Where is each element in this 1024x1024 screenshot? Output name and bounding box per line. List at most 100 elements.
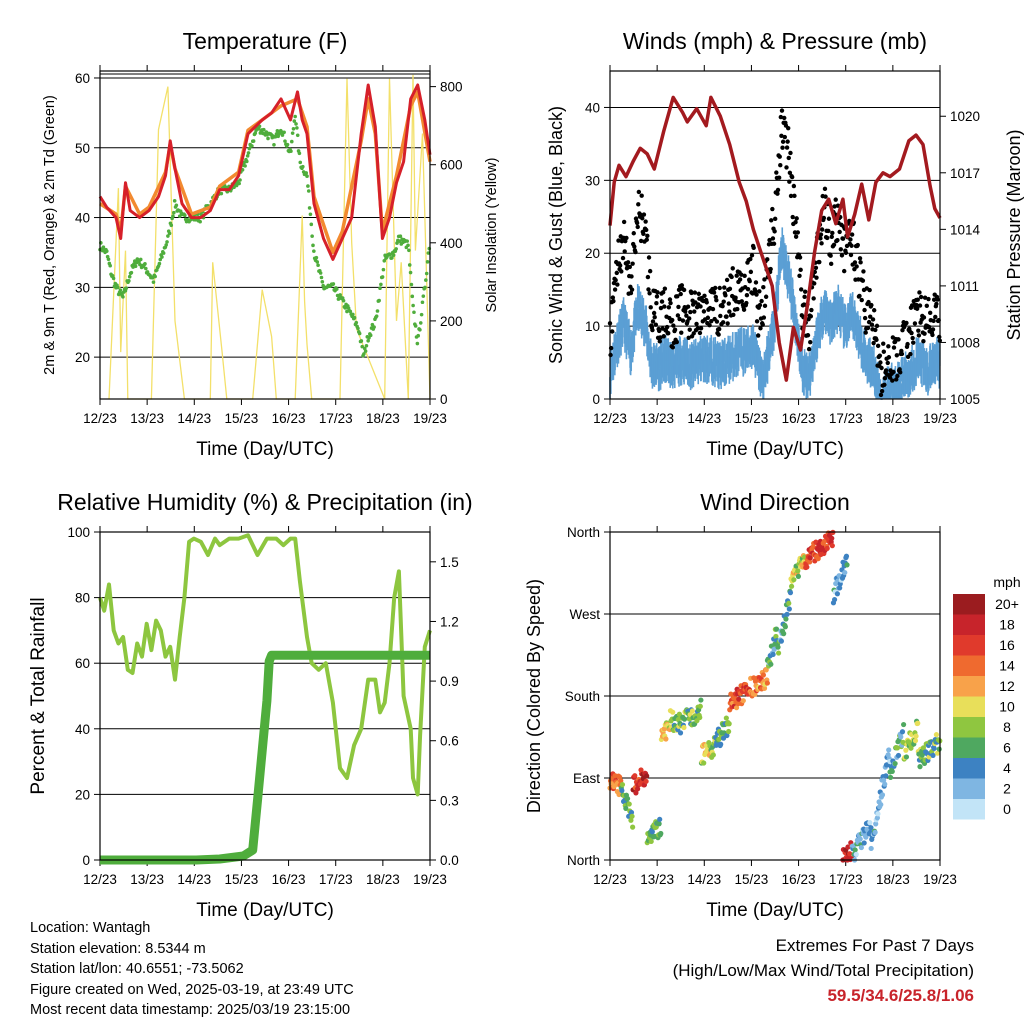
dewpoint-point (405, 239, 409, 243)
dewpoint-point (108, 263, 112, 268)
dewpoint-point (247, 146, 252, 151)
sustained-mark (724, 337, 726, 360)
gust-point (697, 330, 703, 336)
dewpoint-point (418, 321, 423, 325)
gust-point (778, 114, 784, 120)
dewpoint-point (144, 266, 148, 271)
direction-point (834, 591, 841, 597)
dewpoint-point (307, 206, 312, 210)
sustained-mark (688, 364, 691, 387)
direction-point (740, 698, 746, 704)
dewpoint-point (315, 260, 320, 264)
direction-point (689, 708, 696, 714)
gust-point (689, 290, 694, 296)
direction-point (858, 844, 864, 851)
gust-point (651, 310, 657, 316)
gust-point (784, 145, 790, 150)
direction-point (915, 720, 921, 726)
direction-point (718, 741, 724, 747)
gust-point (871, 308, 877, 313)
dewpoint-point (359, 339, 364, 343)
dewpoint-point (357, 331, 362, 336)
dewpoint-point (360, 344, 365, 349)
gust-point (826, 216, 832, 221)
direction-point (733, 705, 740, 711)
dewpoint-point (397, 239, 402, 243)
gust-point (652, 315, 657, 320)
location-text: Location: Wantagh (30, 920, 151, 936)
sustained-mark (900, 383, 902, 399)
dewpoint-point (282, 130, 286, 135)
sustained-mark (766, 361, 769, 384)
gust-point (748, 269, 754, 275)
dewpoint-point (426, 251, 431, 255)
gust-point (640, 216, 645, 221)
dewpoint-point (306, 189, 311, 193)
sustained-mark (926, 352, 929, 375)
direction-point (677, 730, 684, 736)
sustained-mark (813, 347, 816, 370)
gust-point (867, 287, 872, 293)
sustained-mark (868, 338, 870, 361)
sustained-mark (839, 296, 842, 319)
winds-xtick-label: 16/23 (782, 411, 816, 426)
gust-point (710, 306, 716, 312)
gust-point (632, 244, 637, 249)
gust-point (751, 245, 756, 251)
direction-y-tick-label: North (567, 853, 600, 868)
dewpoint-point (425, 260, 430, 264)
extremes-box: Extremes For Past 7 Days (High/Low/Max W… (673, 933, 974, 1008)
sustained-mark (754, 332, 756, 354)
gust-point (624, 235, 629, 241)
humidity-xtick-label: 18/23 (366, 872, 400, 887)
gust-point (713, 285, 718, 291)
gust-point (899, 351, 905, 357)
panel-humidity: Relative Humidity (%) & Precipitation (i… (28, 489, 473, 921)
sustained-mark (623, 303, 625, 326)
direction-point (889, 768, 895, 775)
gust-point (898, 370, 903, 375)
gust-point (687, 316, 692, 321)
direction-point (781, 631, 787, 637)
gust-point (684, 313, 689, 318)
direction-point (892, 760, 898, 767)
dewpoint-point (356, 326, 360, 331)
gust-point (797, 273, 802, 279)
gust-point (654, 294, 660, 299)
insolation-y-tick-label: 0 (440, 392, 448, 407)
gust-point (650, 327, 655, 333)
gust-point (723, 293, 728, 298)
direction-title: Wind Direction (700, 489, 850, 515)
sustained-mark (667, 359, 669, 382)
sustained-mark (796, 319, 799, 341)
sustained-mark (884, 370, 887, 392)
gust-point (617, 263, 623, 268)
gust-point (886, 355, 892, 360)
gust-point (610, 295, 616, 300)
gust-point (771, 241, 777, 246)
gust-point (704, 300, 709, 305)
dewpoint-point (423, 285, 427, 290)
gust-point (629, 274, 634, 279)
sustained-mark (836, 312, 838, 335)
dewpoint-point (104, 249, 109, 253)
direction-border (609, 531, 941, 861)
direction-point (853, 851, 859, 857)
sustained-mark (825, 312, 827, 335)
gust-point (933, 314, 938, 320)
dewpoint-point (161, 251, 166, 255)
sustained-mark (717, 342, 720, 365)
panel-direction: Wind Direction 12/23 13/23 14/23 15/23 16/23 1… (524, 489, 957, 921)
sustained-mark (649, 355, 651, 378)
direction-point (786, 606, 792, 612)
gust-point (741, 307, 747, 312)
direction-point (829, 543, 835, 549)
gust-point (753, 280, 759, 285)
gust-point (874, 337, 879, 343)
gust-point (720, 320, 726, 325)
sustained-mark (879, 379, 882, 399)
gust-point (679, 330, 684, 335)
gust-point (809, 307, 814, 313)
gust-point (767, 237, 772, 243)
gust-point (894, 353, 900, 358)
